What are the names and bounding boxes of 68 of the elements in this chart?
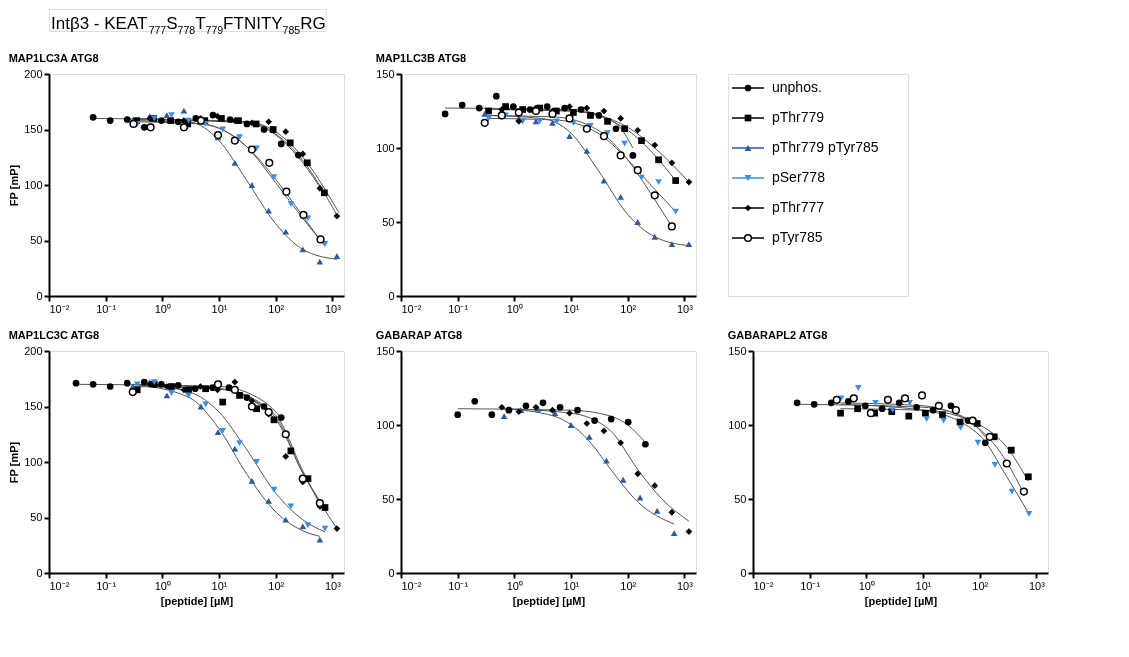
x-tick-label: 10⁻² — [49, 579, 70, 592]
legend-label: pThr779 pTyr785 — [772, 139, 879, 155]
y-axis-title: FP [mP] — [8, 441, 21, 484]
x-tick-label: 10⁰ — [506, 302, 523, 315]
x-tick-label: 10² — [620, 579, 637, 592]
y-tick-label: 100 — [24, 455, 43, 468]
y-axis-title: FP [mP] — [8, 164, 21, 207]
x-tick-label: 10³ — [1028, 579, 1046, 592]
x-tick-label: 10² — [268, 579, 285, 592]
chart-title: MAP1LC3A ATG8 — [8, 52, 99, 64]
y-tick-label: 50 — [30, 234, 43, 246]
x-axis-title: [peptide] [µM] — [864, 594, 938, 607]
x-tick-label: 10¹ — [211, 579, 228, 592]
y-tick-label: 200 — [24, 67, 43, 80]
y-tick-label: 50 — [382, 215, 395, 228]
y-tick-label: 150 — [24, 400, 43, 412]
chart-title: MAP1LC3B ATG8 — [375, 52, 467, 64]
y-tick-label: 150 — [376, 344, 395, 357]
x-tick-label: 10⁻² — [49, 302, 70, 315]
x-tick-label: 10¹ — [563, 579, 580, 592]
x-tick-label: 10³ — [676, 579, 694, 592]
y-tick-label: 0 — [36, 566, 43, 579]
x-tick-label: 10² — [972, 579, 989, 592]
x-tick-label: 10⁻¹ — [448, 579, 469, 592]
y-tick-label: 0 — [388, 566, 395, 579]
x-tick-label: 10⁻¹ — [800, 579, 821, 592]
y-tick-label: 50 — [30, 511, 43, 523]
x-tick-label: 10³ — [324, 302, 342, 315]
x-tick-label: 10³ — [676, 302, 694, 315]
legend-label: unphos. — [772, 79, 822, 95]
legend-label: pSer778 — [772, 169, 826, 185]
chart-title: GABARAP ATG8 — [375, 329, 463, 341]
x-tick-label: 10¹ — [915, 579, 932, 592]
y-tick-label: 150 — [376, 67, 395, 80]
y-tick-label: 150 — [24, 123, 43, 135]
x-axis-title: [peptide] [µM] — [512, 594, 586, 607]
x-tick-label: 10⁻¹ — [96, 579, 117, 592]
legend-label: pTyr785 — [772, 229, 823, 245]
x-tick-label: 10³ — [324, 579, 342, 592]
legend-label: pThr779 — [772, 109, 825, 125]
x-tick-label: 10¹ — [563, 302, 580, 315]
y-tick-label: 0 — [388, 289, 395, 302]
y-tick-label: 100 — [728, 418, 747, 431]
y-tick-label: 0 — [36, 289, 43, 302]
legend-label: pThr777 — [772, 199, 825, 215]
x-tick-label: 10⁻² — [401, 579, 422, 592]
x-tick-label: 10² — [620, 302, 637, 315]
x-tick-label: 10¹ — [211, 302, 228, 315]
y-tick-label: 50 — [734, 492, 747, 505]
x-axis-title: [peptide] [µM] — [160, 594, 234, 607]
y-tick-label: 100 — [376, 141, 395, 154]
y-tick-label: 50 — [382, 492, 395, 505]
y-tick-label: 100 — [376, 418, 395, 431]
y-tick-label: 200 — [24, 344, 43, 357]
x-tick-label: 10⁻¹ — [96, 302, 117, 315]
x-tick-label: 10⁻² — [753, 579, 774, 592]
y-tick-label: 100 — [24, 178, 43, 191]
x-tick-label: 10⁰ — [506, 579, 523, 592]
chart-title: GABARAPL2 ATG8 — [727, 329, 828, 341]
chart-title: MAP1LC3C ATG8 — [8, 329, 100, 341]
x-tick-label: 10² — [268, 302, 285, 315]
y-tick-label: 0 — [740, 566, 747, 579]
x-tick-label: 10⁰ — [858, 579, 875, 592]
x-tick-label: 10⁻² — [401, 302, 422, 315]
x-tick-label: 10⁰ — [154, 302, 171, 315]
x-tick-label: 10⁻¹ — [448, 302, 469, 315]
x-tick-label: 10⁰ — [154, 579, 171, 592]
y-tick-label: 150 — [728, 344, 747, 357]
